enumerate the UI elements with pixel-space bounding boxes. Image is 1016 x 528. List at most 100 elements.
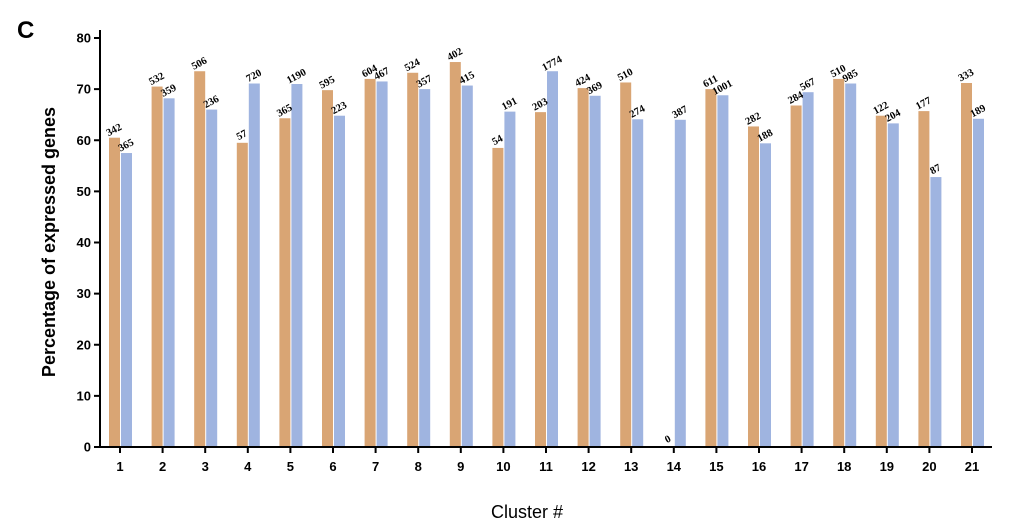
x-tick-label: 8 [415, 459, 422, 474]
x-tick-label: 7 [372, 459, 379, 474]
data-label-cluster-10-series-2: 191 [500, 96, 519, 113]
bar-cluster-6-series-1 [322, 90, 333, 448]
bar-cluster-13-series-1 [620, 82, 632, 447]
x-tick-label: 20 [922, 459, 936, 474]
bar-cluster-20-series-1 [918, 111, 930, 447]
data-label-cluster-1-series-1: 342 [105, 122, 124, 139]
y-tick-label: 40 [77, 235, 91, 250]
bar-cluster-7-series-2 [376, 81, 388, 448]
bar-cluster-9-series-1 [449, 62, 461, 448]
x-tick-label: 15 [709, 459, 723, 474]
x-axis: 1 2 3 4 5 6 7 8 9 10 11 12 13 14 15 16 17 18 19 20 21 [100, 446, 992, 474]
bar-cluster-12-series-2 [589, 95, 601, 448]
x-tick-label: 10 [496, 459, 510, 474]
bar-cluster-19-series-1 [875, 115, 887, 448]
x-tick-label: 6 [329, 459, 336, 474]
x-tick-label: 1 [116, 459, 123, 474]
bar-cluster-1-series-1 [109, 137, 120, 447]
x-axis-label: Cluster # [491, 502, 563, 522]
bar-cluster-11-series-2 [547, 71, 558, 447]
bar-cluster-15-series-1 [705, 89, 717, 447]
y-axis: 0 10 20 30 40 50 60 70 80 [77, 30, 101, 455]
bar-cluster-21-series-2 [973, 118, 984, 447]
bar-cluster-8-series-2 [419, 89, 431, 447]
panel-label: C [17, 17, 34, 44]
bars-group [109, 62, 984, 448]
data-label-cluster-16-series-1: 282 [744, 111, 763, 128]
bar-cluster-17-series-2 [802, 92, 814, 447]
bar-cluster-16-series-1 [748, 126, 759, 447]
bar-cluster-3-series-2 [206, 109, 218, 447]
bar-cluster-18-series-1 [833, 78, 845, 448]
bar-cluster-12-series-1 [577, 88, 589, 447]
x-tick-label: 14 [667, 459, 682, 474]
data-label-cluster-13-series-1: 510 [616, 67, 635, 84]
x-tick-label: 19 [880, 459, 894, 474]
x-tick-label: 5 [287, 459, 294, 474]
data-label-cluster-14-series-2: 387 [671, 104, 690, 121]
bar-cluster-4-series-1 [236, 142, 248, 447]
x-tick-label: 4 [244, 459, 252, 474]
x-tick-label: 13 [624, 459, 638, 474]
data-label-cluster-6-series-1: 595 [318, 74, 337, 91]
data-label-cluster-4-series-2: 720 [245, 68, 264, 85]
x-tick-label: 21 [965, 459, 979, 474]
bar-cluster-5-series-1 [279, 118, 291, 448]
bar-cluster-3-series-1 [194, 71, 206, 447]
data-label-cluster-20-series-2: 87 [929, 163, 943, 178]
bar-cluster-10-series-1 [492, 147, 504, 447]
bar-cluster-2-series-2 [163, 98, 175, 447]
data-label-cluster-14-series-1: 0 [663, 434, 673, 446]
y-tick-label: 80 [77, 31, 91, 46]
y-tick-label: 70 [77, 82, 91, 97]
bar-cluster-9-series-2 [461, 85, 473, 447]
x-tick-label: 2 [159, 459, 166, 474]
x-tick-label: 12 [581, 459, 595, 474]
data-label-cluster-4-series-1: 57 [235, 128, 249, 143]
y-tick-label: 0 [84, 440, 91, 455]
x-tick-label: 17 [794, 459, 808, 474]
y-tick-label: 60 [77, 133, 91, 148]
bar-cluster-1-series-2 [121, 153, 132, 447]
x-tick-label: 9 [457, 459, 464, 474]
data-label-cluster-20-series-1: 177 [914, 95, 933, 112]
x-tick-label: 16 [752, 459, 766, 474]
data-label-cluster-21-series-1: 333 [957, 67, 976, 84]
y-axis-label: Percentage of expressed genes [39, 107, 59, 377]
y-tick-label: 50 [77, 184, 91, 199]
data-label-cluster-10-series-1: 54 [491, 133, 506, 148]
bar-cluster-19-series-2 [887, 123, 899, 447]
bar-cluster-4-series-2 [248, 83, 260, 447]
bar-cluster-2-series-1 [151, 86, 163, 447]
bar-cluster-17-series-1 [790, 105, 802, 448]
data-label-cluster-3-series-1: 506 [190, 55, 209, 72]
x-tick-label: 3 [202, 459, 209, 474]
bar-cluster-21-series-1 [961, 82, 972, 448]
bar-cluster-20-series-2 [930, 177, 942, 447]
bar-cluster-14-series-2 [674, 119, 686, 448]
data-label-cluster-11-series-2: 1774 [540, 54, 564, 74]
bar-cluster-13-series-2 [632, 119, 644, 447]
data-label-cluster-8-series-1: 524 [403, 57, 423, 74]
data-label-cluster-2-series-1: 532 [147, 71, 166, 88]
x-tick-label: 18 [837, 459, 851, 474]
y-tick-label: 30 [77, 286, 91, 301]
bar-cluster-16-series-2 [760, 143, 771, 447]
y-tick-label: 10 [77, 388, 91, 403]
bar-cluster-11-series-1 [535, 112, 546, 447]
data-label-cluster-9-series-1: 402 [446, 46, 465, 63]
bar-cluster-5-series-2 [291, 84, 303, 447]
bar-cluster-8-series-1 [407, 72, 419, 447]
y-tick-label: 20 [77, 337, 91, 352]
bar-cluster-7-series-1 [364, 78, 376, 448]
bar-cluster-10-series-2 [504, 111, 516, 448]
data-label-cluster-17-series-2: 567 [798, 76, 817, 93]
bar-cluster-6-series-2 [334, 115, 345, 448]
data-label-cluster-5-series-2: 1190 [285, 67, 308, 86]
x-tick-label: 11 [539, 459, 553, 474]
data-label-cluster-2-series-2: 359 [159, 83, 178, 100]
bar-cluster-18-series-2 [845, 83, 857, 447]
bar-cluster-15-series-2 [717, 95, 729, 447]
